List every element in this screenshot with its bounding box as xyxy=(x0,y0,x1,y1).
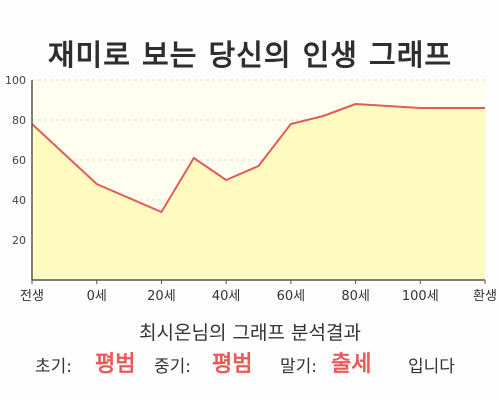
x-tick-label: 전생 xyxy=(20,289,44,304)
late-value: 출세 xyxy=(331,352,372,377)
x-tick-label: 0세 xyxy=(87,289,107,304)
x-tick-label: 20세 xyxy=(147,289,176,304)
x-tick-label: 80세 xyxy=(341,289,370,304)
result-suffix: 입니다 xyxy=(408,357,455,377)
middle-value: 평범 xyxy=(212,352,253,377)
series-line xyxy=(31,103,485,213)
y-tick-label: 20 xyxy=(12,234,26,247)
y-tick-label: 60 xyxy=(12,154,26,167)
x-tick-label: 60세 xyxy=(277,289,306,304)
x-tick-label: 환생 xyxy=(473,289,497,304)
area-fill xyxy=(32,104,485,280)
life-graph-chart: 20 40 60 80 100 전생 0세 20세 40세 60세 80세 100세 환생 xyxy=(5,74,497,304)
y-tick-label: 100 xyxy=(5,74,26,87)
page-title: 재미로 보는 당신의 인생 그래프 xyxy=(47,38,453,72)
y-tick-label: 40 xyxy=(12,194,26,207)
result-heading: 최시온님의 그래프 분석결과 xyxy=(139,322,361,344)
x-tick-label: 100세 xyxy=(402,289,439,304)
middle-label: 중기: xyxy=(154,357,192,377)
y-tick-label: 80 xyxy=(12,114,26,127)
x-tick-label: 40세 xyxy=(212,289,241,304)
early-label: 초기: xyxy=(35,357,73,377)
early-value: 평범 xyxy=(95,352,136,377)
late-label: 말기: xyxy=(280,357,318,377)
